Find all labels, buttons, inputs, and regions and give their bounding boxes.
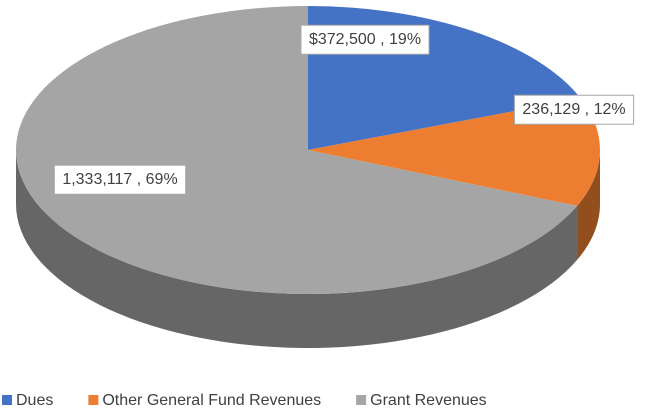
legend-swatch	[356, 395, 367, 405]
data-label: $372,500 , 19%	[300, 24, 430, 55]
legend-label: Other General Fund Revenues	[102, 392, 321, 409]
data-label: 236,129 , 12%	[513, 94, 635, 125]
data-label: 1,333,117 , 69%	[53, 164, 187, 195]
pie-slice	[308, 98, 601, 206]
data-label-text: 1,333,117 , 69%	[62, 171, 177, 188]
pie-slice	[16, 6, 578, 294]
pie-side	[577, 150, 600, 260]
data-label-box	[513, 94, 635, 125]
data-label-text: 236,129 , 12%	[522, 101, 625, 118]
data-label-box	[300, 24, 430, 55]
legend-swatch	[88, 395, 99, 405]
data-label-text: $372,500 , 19%	[309, 31, 421, 48]
data-label-box	[53, 164, 187, 195]
pie-side	[16, 150, 578, 348]
legend-swatch	[2, 395, 12, 405]
legend-label: Dues	[16, 392, 53, 409]
legend-label: Grant Revenues	[370, 392, 487, 409]
